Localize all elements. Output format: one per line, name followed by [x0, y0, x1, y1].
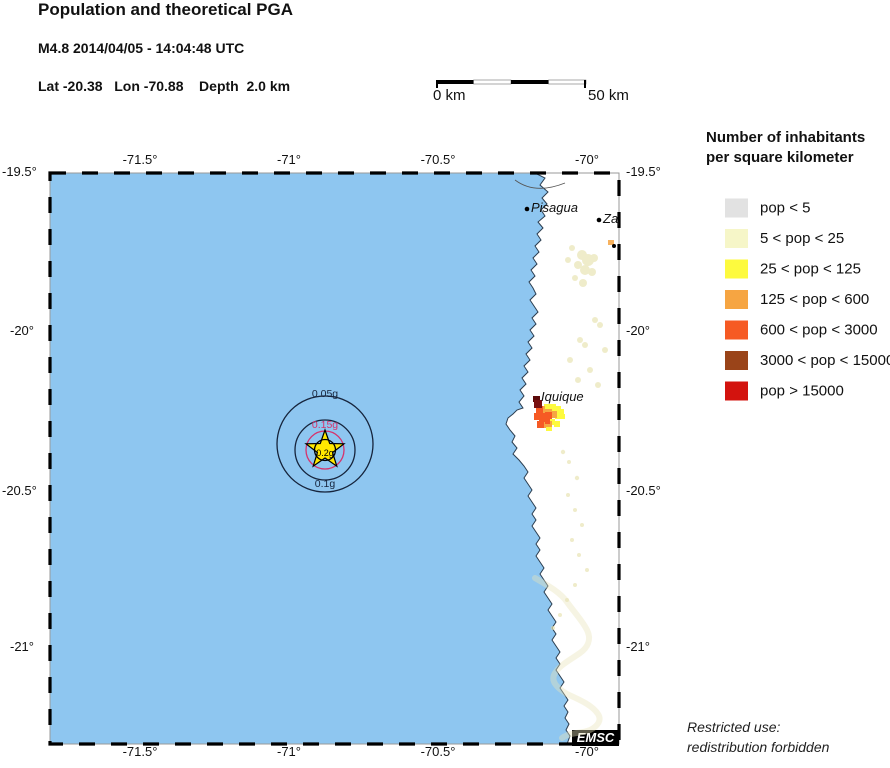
svg-text:Iquique: Iquique: [541, 389, 584, 404]
svg-text:Pisagua: Pisagua: [531, 200, 578, 215]
svg-text:Zapiga: Zapiga: [602, 211, 643, 226]
